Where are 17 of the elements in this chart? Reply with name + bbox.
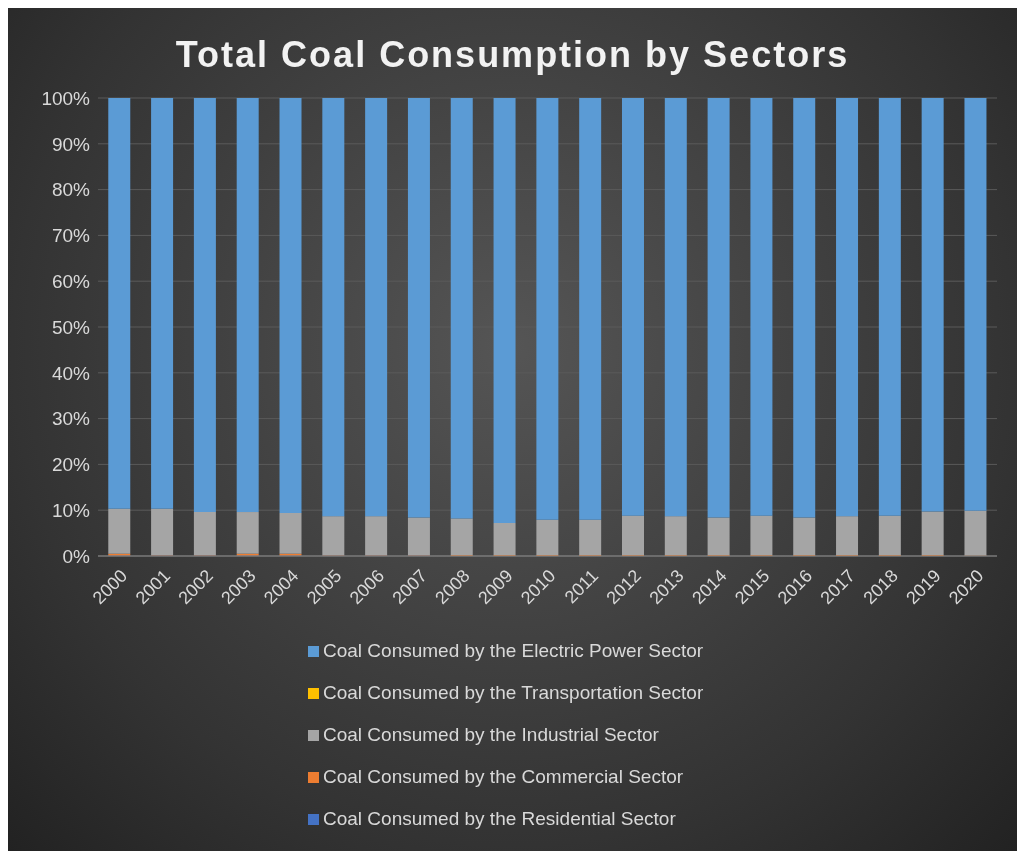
y-tick-label: 90% [51,133,91,155]
y-tick-label: 10% [51,499,91,521]
legend-label: Coal Consumed by the Commercial Sector [323,766,684,788]
y-tick-label: 30% [51,408,91,430]
y-tick-label: 40% [51,362,91,384]
y-tick-label: 100% [41,87,91,109]
legend-label: Coal Consumed by the Transportation Sector [323,682,704,704]
y-tick-label: 60% [51,270,91,292]
legend-label: Coal Consumed by the Residential Sector [323,808,676,830]
chart-title: Total Coal Consumption by Sectors [174,33,851,76]
legend-label: Coal Consumed by the Industrial Sector [323,724,659,746]
y-tick-label: 0% [62,545,91,567]
y-tick-label: 80% [51,179,91,201]
legend-label: Coal Consumed by the Electric Power Sector [323,640,704,662]
y-tick-label: 20% [51,454,91,476]
y-tick-label: 50% [51,316,91,338]
y-tick-label: 70% [51,225,91,247]
